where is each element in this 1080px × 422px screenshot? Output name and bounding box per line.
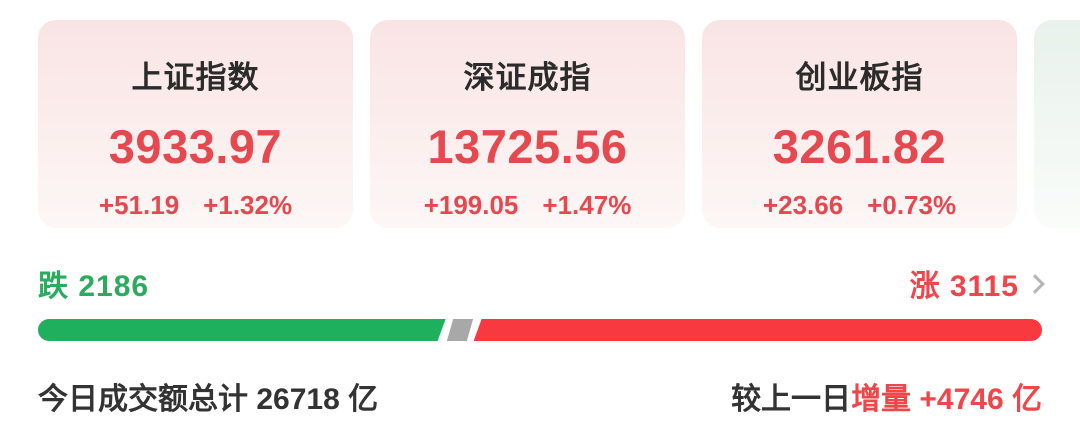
turnover-compare-prefix: 较上一日	[731, 383, 852, 416]
index-change: +23.66	[762, 190, 844, 220]
advancers-count: 涨 3115	[909, 270, 1019, 303]
advancers-count-wrap[interactable]: 涨 3115	[909, 261, 1045, 305]
index-card-chinext[interactable]: 创业板指 3261.82 +23.66 +0.73%	[702, 20, 1017, 228]
breadth-labels-row: 跌 2186 涨 3115	[38, 261, 1045, 305]
index-card-shanghai[interactable]: 上证指数 3933.97 +51.19 +1.32%	[38, 20, 353, 228]
index-name: 上证指数	[131, 60, 260, 95]
decliners-count: 跌 2186	[38, 270, 150, 303]
index-change-row: +199.05 +1.47%	[424, 190, 632, 221]
advancers-bar-segment	[473, 319, 1042, 341]
turnover-row: 今日成交额总计 26718 亿 较上一日增量 +4746 亿	[38, 374, 1042, 418]
index-change-row: +51.19 +1.32%	[99, 190, 292, 221]
index-change: +51.19	[98, 190, 180, 220]
index-card-shenzhen[interactable]: 深证成指 13725.56 +199.05 +1.47%	[370, 20, 685, 228]
index-value: 3261.82	[772, 120, 947, 173]
index-change-pct: +0.73%	[867, 190, 957, 220]
index-change: +199.05	[423, 190, 519, 220]
index-change-row: +23.66 +0.73%	[763, 190, 956, 221]
index-name: 创业板指	[795, 60, 924, 95]
index-cards-row: 上证指数 3933.97 +51.19 +1.32% 深证成指 13725.56…	[38, 20, 1042, 228]
index-change-pct: +1.47%	[542, 190, 632, 220]
decliners-bar-segment	[38, 319, 446, 341]
index-value: 3933.97	[108, 120, 283, 173]
turnover-total-text: 今日成交额总计 26718 亿	[38, 383, 379, 416]
turnover-compare-text: 较上一日增量 +4746 亿	[731, 374, 1042, 418]
unchanged-bar-segment	[446, 319, 473, 341]
index-change-pct: +1.32%	[203, 190, 293, 220]
index-name: 深证成指	[463, 60, 592, 95]
index-card-partial-next[interactable]	[1034, 20, 1080, 228]
turnover-increase-value: 增量 +4746 亿	[851, 383, 1042, 416]
index-value: 13725.56	[427, 120, 628, 173]
advance-decline-bar	[38, 319, 1042, 341]
chevron-right-icon[interactable]	[1025, 274, 1045, 294]
